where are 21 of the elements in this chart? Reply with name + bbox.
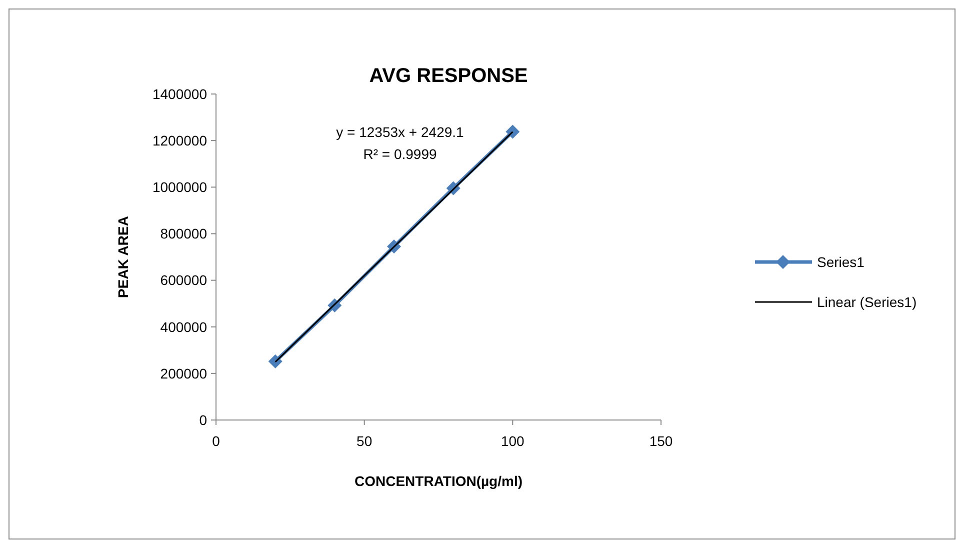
point [268, 354, 282, 368]
y-tick-label: 1200000 [152, 132, 208, 148]
point [506, 124, 520, 139]
x-tick-label: 100 [500, 433, 525, 449]
y-tick-label: 1000000 [152, 179, 208, 196]
y-tick-label: 0 [199, 412, 208, 428]
x-axis-title: CONCENTRATION(µg/ml) [354, 473, 523, 489]
legend-label: Linear (Series1) [817, 294, 917, 310]
annotation: y = 12353x + 2429.1 [336, 124, 464, 140]
legend-label: Series1 [817, 254, 865, 270]
y-tick-label: 600000 [160, 272, 208, 288]
y-tick-label: 800000 [160, 226, 208, 242]
x-tick-label: 50 [356, 433, 372, 449]
annotation: R² = 0.9999 [363, 146, 437, 162]
chart-title: AVG RESPONSE [369, 65, 528, 87]
y-tick-label: 1400000 [152, 86, 208, 102]
x-tick-label: 0 [212, 433, 220, 449]
y-axis-title: PEAK AREA [115, 216, 131, 298]
x-tick-label: 150 [649, 433, 673, 449]
y-tick-label: 200000 [160, 365, 208, 382]
y-tick-label: 400000 [160, 318, 208, 335]
